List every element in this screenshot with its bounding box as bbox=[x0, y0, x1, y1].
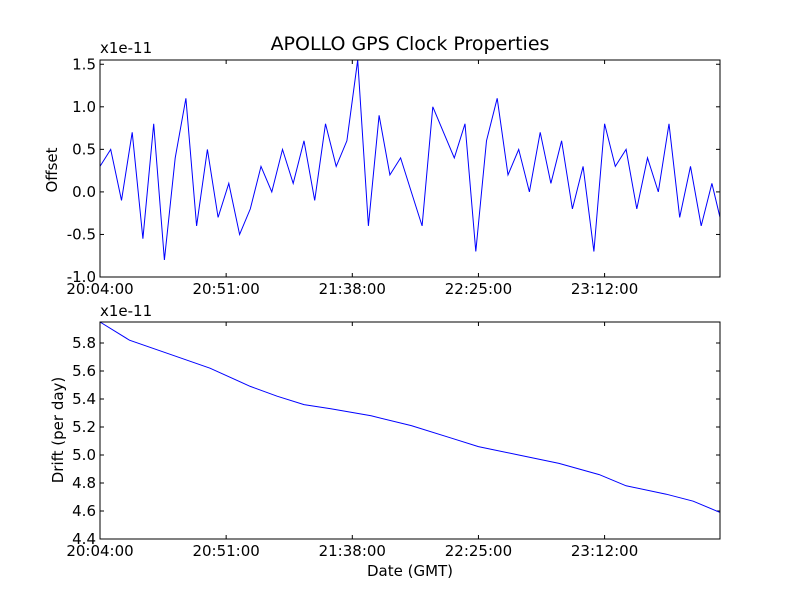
offset-exponent-label: x1e-11 bbox=[100, 39, 152, 57]
drift-x-tick-label: 21:38:00 bbox=[319, 542, 386, 560]
offset-y-tick-label: -1.0 bbox=[67, 268, 96, 286]
offset-x-tick-label: 21:38:00 bbox=[319, 280, 386, 298]
drift-x-tick-label: 23:12:00 bbox=[571, 542, 638, 560]
drift-y-tick-label: 5.2 bbox=[72, 418, 96, 436]
offset-x-tick-label: 23:12:00 bbox=[571, 280, 638, 298]
offset-series-line bbox=[99, 59, 721, 261]
chart-title: APOLLO GPS Clock Properties bbox=[271, 33, 550, 55]
drift-y-tick-label: 5.6 bbox=[72, 362, 96, 380]
offset-x-ticks: 20:04:00 20:51:00 21:38:00 22:25:00 23:12:00 bbox=[66, 60, 638, 298]
drift-x-axis-label: Date (GMT) bbox=[367, 562, 453, 580]
offset-x-tick-label: 22:25:00 bbox=[445, 280, 512, 298]
offset-y-ticks: -1.0 -0.5 0.0 0.5 1.0 1.5 bbox=[67, 55, 720, 286]
drift-plot-frame bbox=[99, 321, 721, 540]
drift-y-tick-label: 4.4 bbox=[72, 530, 96, 548]
offset-x-tick-label: 20:51:00 bbox=[192, 280, 259, 298]
drift-y-ticks: 4.4 4.6 4.8 5.0 5.2 5.4 5.6 5.8 bbox=[72, 334, 720, 548]
drift-y-tick-label: 5.8 bbox=[72, 334, 96, 352]
drift-y-axis-label: Drift (per day) bbox=[49, 377, 67, 484]
offset-y-tick-label: 0.5 bbox=[72, 140, 96, 158]
offset-y-tick-label: -0.5 bbox=[67, 225, 96, 243]
drift-x-tick-label: 20:04:00 bbox=[66, 542, 133, 560]
drift-y-tick-label: 4.8 bbox=[72, 474, 96, 492]
drift-subplot: x1e-11 Drift (per day) Date (GMT) 4.4 4.6… bbox=[49, 302, 721, 580]
drift-x-tick-label: 20:51:00 bbox=[192, 542, 259, 560]
offset-subplot: x1e-11 Offset -1.0 -0.5 0.0 0.5 1.0 1.5 20:04… bbox=[43, 39, 721, 298]
drift-y-tick-label: 5.4 bbox=[72, 390, 96, 408]
drift-x-ticks: 20:04:00 20:51:00 21:38:00 22:25:00 23:12:00 bbox=[66, 322, 638, 560]
offset-y-axis-label: Offset bbox=[43, 147, 61, 192]
offset-plot-frame bbox=[99, 59, 721, 278]
offset-y-tick-label: 1.0 bbox=[72, 98, 96, 116]
offset-x-tick-label: 20:04:00 bbox=[66, 280, 133, 298]
drift-x-tick-label: 22:25:00 bbox=[445, 542, 512, 560]
drift-y-tick-label: 5.0 bbox=[72, 446, 96, 464]
drift-exponent-label: x1e-11 bbox=[100, 302, 152, 320]
drift-series-line bbox=[99, 321, 721, 513]
offset-y-tick-label: 1.5 bbox=[72, 55, 96, 73]
drift-y-tick-label: 4.6 bbox=[72, 502, 96, 520]
offset-y-tick-label: 0.0 bbox=[72, 183, 96, 201]
